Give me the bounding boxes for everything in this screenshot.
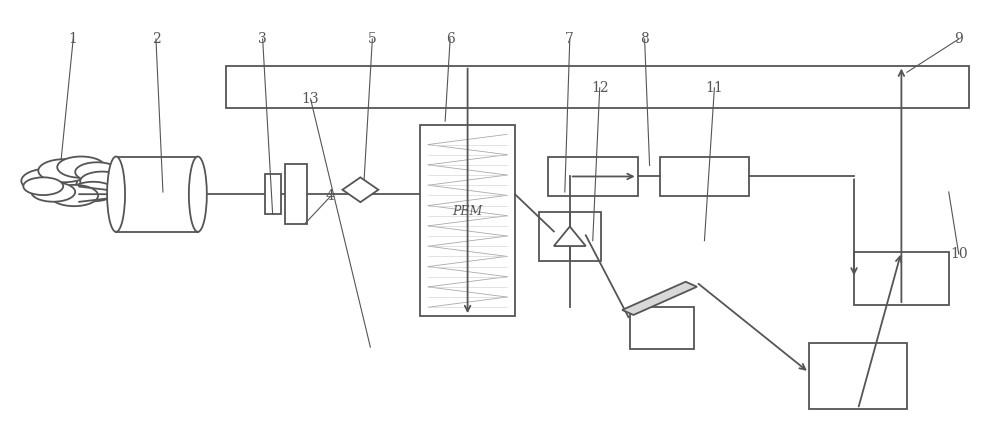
Text: 6: 6 [446,32,455,46]
Circle shape [57,157,105,178]
Polygon shape [622,282,697,315]
Text: 11: 11 [706,81,723,95]
Ellipse shape [107,157,125,232]
FancyBboxPatch shape [420,125,515,316]
FancyBboxPatch shape [285,164,307,224]
Polygon shape [554,227,586,246]
Circle shape [38,159,90,182]
Text: 3: 3 [258,32,267,46]
Text: 1: 1 [69,32,78,46]
FancyBboxPatch shape [854,252,949,305]
Ellipse shape [189,157,207,232]
Text: 12: 12 [591,81,609,95]
FancyBboxPatch shape [809,343,907,409]
Text: 13: 13 [302,92,319,106]
Circle shape [75,162,119,182]
FancyBboxPatch shape [116,157,198,232]
Text: 5: 5 [368,32,377,46]
Circle shape [50,185,98,206]
Polygon shape [342,178,378,202]
FancyBboxPatch shape [660,157,749,196]
Circle shape [21,169,77,193]
Text: PEM: PEM [452,205,483,218]
Circle shape [80,172,124,191]
Text: 10: 10 [950,247,968,261]
FancyBboxPatch shape [539,212,601,260]
FancyBboxPatch shape [226,66,969,108]
FancyBboxPatch shape [548,157,638,196]
Text: 7: 7 [565,32,574,46]
Text: 4: 4 [326,190,335,203]
Circle shape [31,182,75,202]
Circle shape [23,178,63,195]
FancyBboxPatch shape [265,174,281,214]
FancyBboxPatch shape [630,307,694,349]
Text: 2: 2 [152,32,160,46]
Text: 9: 9 [954,32,963,46]
Text: 8: 8 [640,32,649,46]
Circle shape [71,182,115,201]
